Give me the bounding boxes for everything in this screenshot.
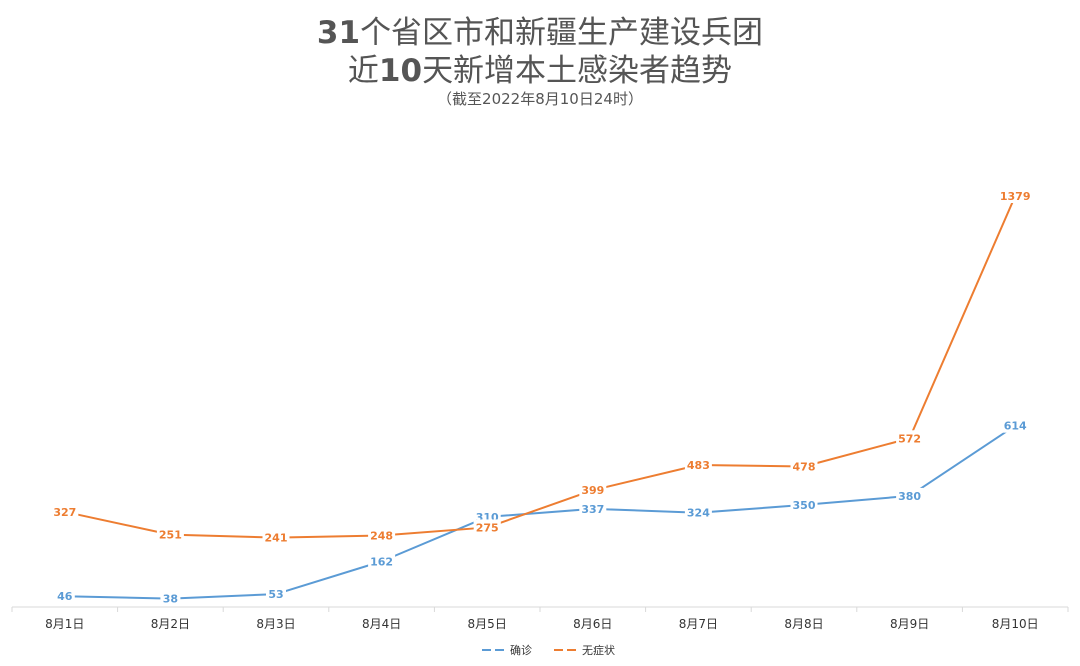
chart-title-line-1: 31个省区市和新疆生产建设兵团 bbox=[0, 14, 1080, 52]
data-label-bg bbox=[684, 456, 712, 472]
data-label: 399 bbox=[581, 484, 604, 497]
x-tick-label: 8月8日 bbox=[784, 617, 823, 631]
title-prefix: 近 bbox=[347, 53, 379, 89]
x-tick-label: 8月7日 bbox=[679, 617, 718, 631]
data-label-bg bbox=[266, 586, 286, 602]
title-text-2: 天新增本土感染者趋势 bbox=[422, 53, 733, 89]
x-tick-label: 8月9日 bbox=[890, 617, 929, 631]
data-label: 327 bbox=[53, 506, 76, 519]
x-tick-label: 8月10日 bbox=[992, 617, 1039, 631]
data-label: 350 bbox=[793, 499, 816, 512]
data-label: 275 bbox=[476, 521, 499, 534]
legend-label: 无症状 bbox=[582, 643, 615, 657]
data-label: 572 bbox=[898, 432, 921, 445]
data-label: 380 bbox=[898, 490, 921, 503]
chart-title-block: 31个省区市和新疆生产建设兵团 近10天新增本土感染者趋势 （截至2022年8月… bbox=[0, 14, 1080, 108]
x-tick-label: 8月3日 bbox=[256, 617, 295, 631]
data-label-bg bbox=[998, 188, 1033, 203]
x-tick-label: 8月6日 bbox=[573, 617, 612, 631]
data-label: 248 bbox=[370, 530, 393, 543]
data-label-bg bbox=[579, 500, 607, 516]
data-label: 241 bbox=[265, 532, 288, 545]
chart-subtitle: （截至2022年8月10日24时） bbox=[437, 90, 643, 108]
data-label: 1379 bbox=[1000, 190, 1031, 203]
data-label-bg bbox=[160, 590, 181, 606]
chart-title-line-2: 近10天新增本土感染者趋势 bbox=[0, 52, 1080, 90]
data-label-bg bbox=[790, 496, 818, 512]
data-label-bg bbox=[896, 487, 924, 503]
data-label-bg bbox=[51, 503, 79, 519]
series-line-1 bbox=[64, 195, 1017, 539]
legend-label: 确诊 bbox=[510, 643, 532, 657]
data-label-bg bbox=[262, 529, 290, 545]
data-label: 251 bbox=[159, 529, 182, 542]
title-number-10: 10 bbox=[378, 53, 423, 89]
series-line-0 bbox=[64, 424, 1016, 600]
data-label: 614 bbox=[1004, 420, 1027, 433]
data-label-bg bbox=[54, 588, 75, 604]
title-text-1: 个省区市和新疆生产建设兵团 bbox=[360, 15, 764, 51]
data-label: 478 bbox=[793, 460, 816, 473]
data-label-bg bbox=[473, 519, 501, 535]
title-number-31: 31 bbox=[316, 15, 361, 51]
data-label: 337 bbox=[581, 503, 604, 516]
data-label: 162 bbox=[370, 555, 393, 568]
data-label-bg bbox=[896, 430, 924, 446]
data-label: 324 bbox=[687, 507, 710, 520]
data-label: 53 bbox=[268, 588, 283, 601]
x-tick-label: 8月1日 bbox=[45, 617, 84, 631]
data-label-bg bbox=[368, 553, 396, 569]
data-label: 483 bbox=[687, 459, 710, 472]
data-label: 46 bbox=[57, 590, 73, 603]
data-label-bg bbox=[368, 527, 396, 543]
data-label-bg bbox=[156, 526, 184, 542]
x-tick-label: 8月5日 bbox=[468, 617, 507, 631]
x-tick-label: 8月4日 bbox=[362, 617, 401, 631]
data-label-bg bbox=[1001, 417, 1029, 433]
data-label-bg bbox=[790, 458, 818, 474]
data-label-bg bbox=[579, 482, 607, 498]
data-label: 38 bbox=[163, 593, 178, 606]
data-label-bg bbox=[684, 504, 712, 520]
x-tick-label: 8月2日 bbox=[151, 617, 190, 631]
